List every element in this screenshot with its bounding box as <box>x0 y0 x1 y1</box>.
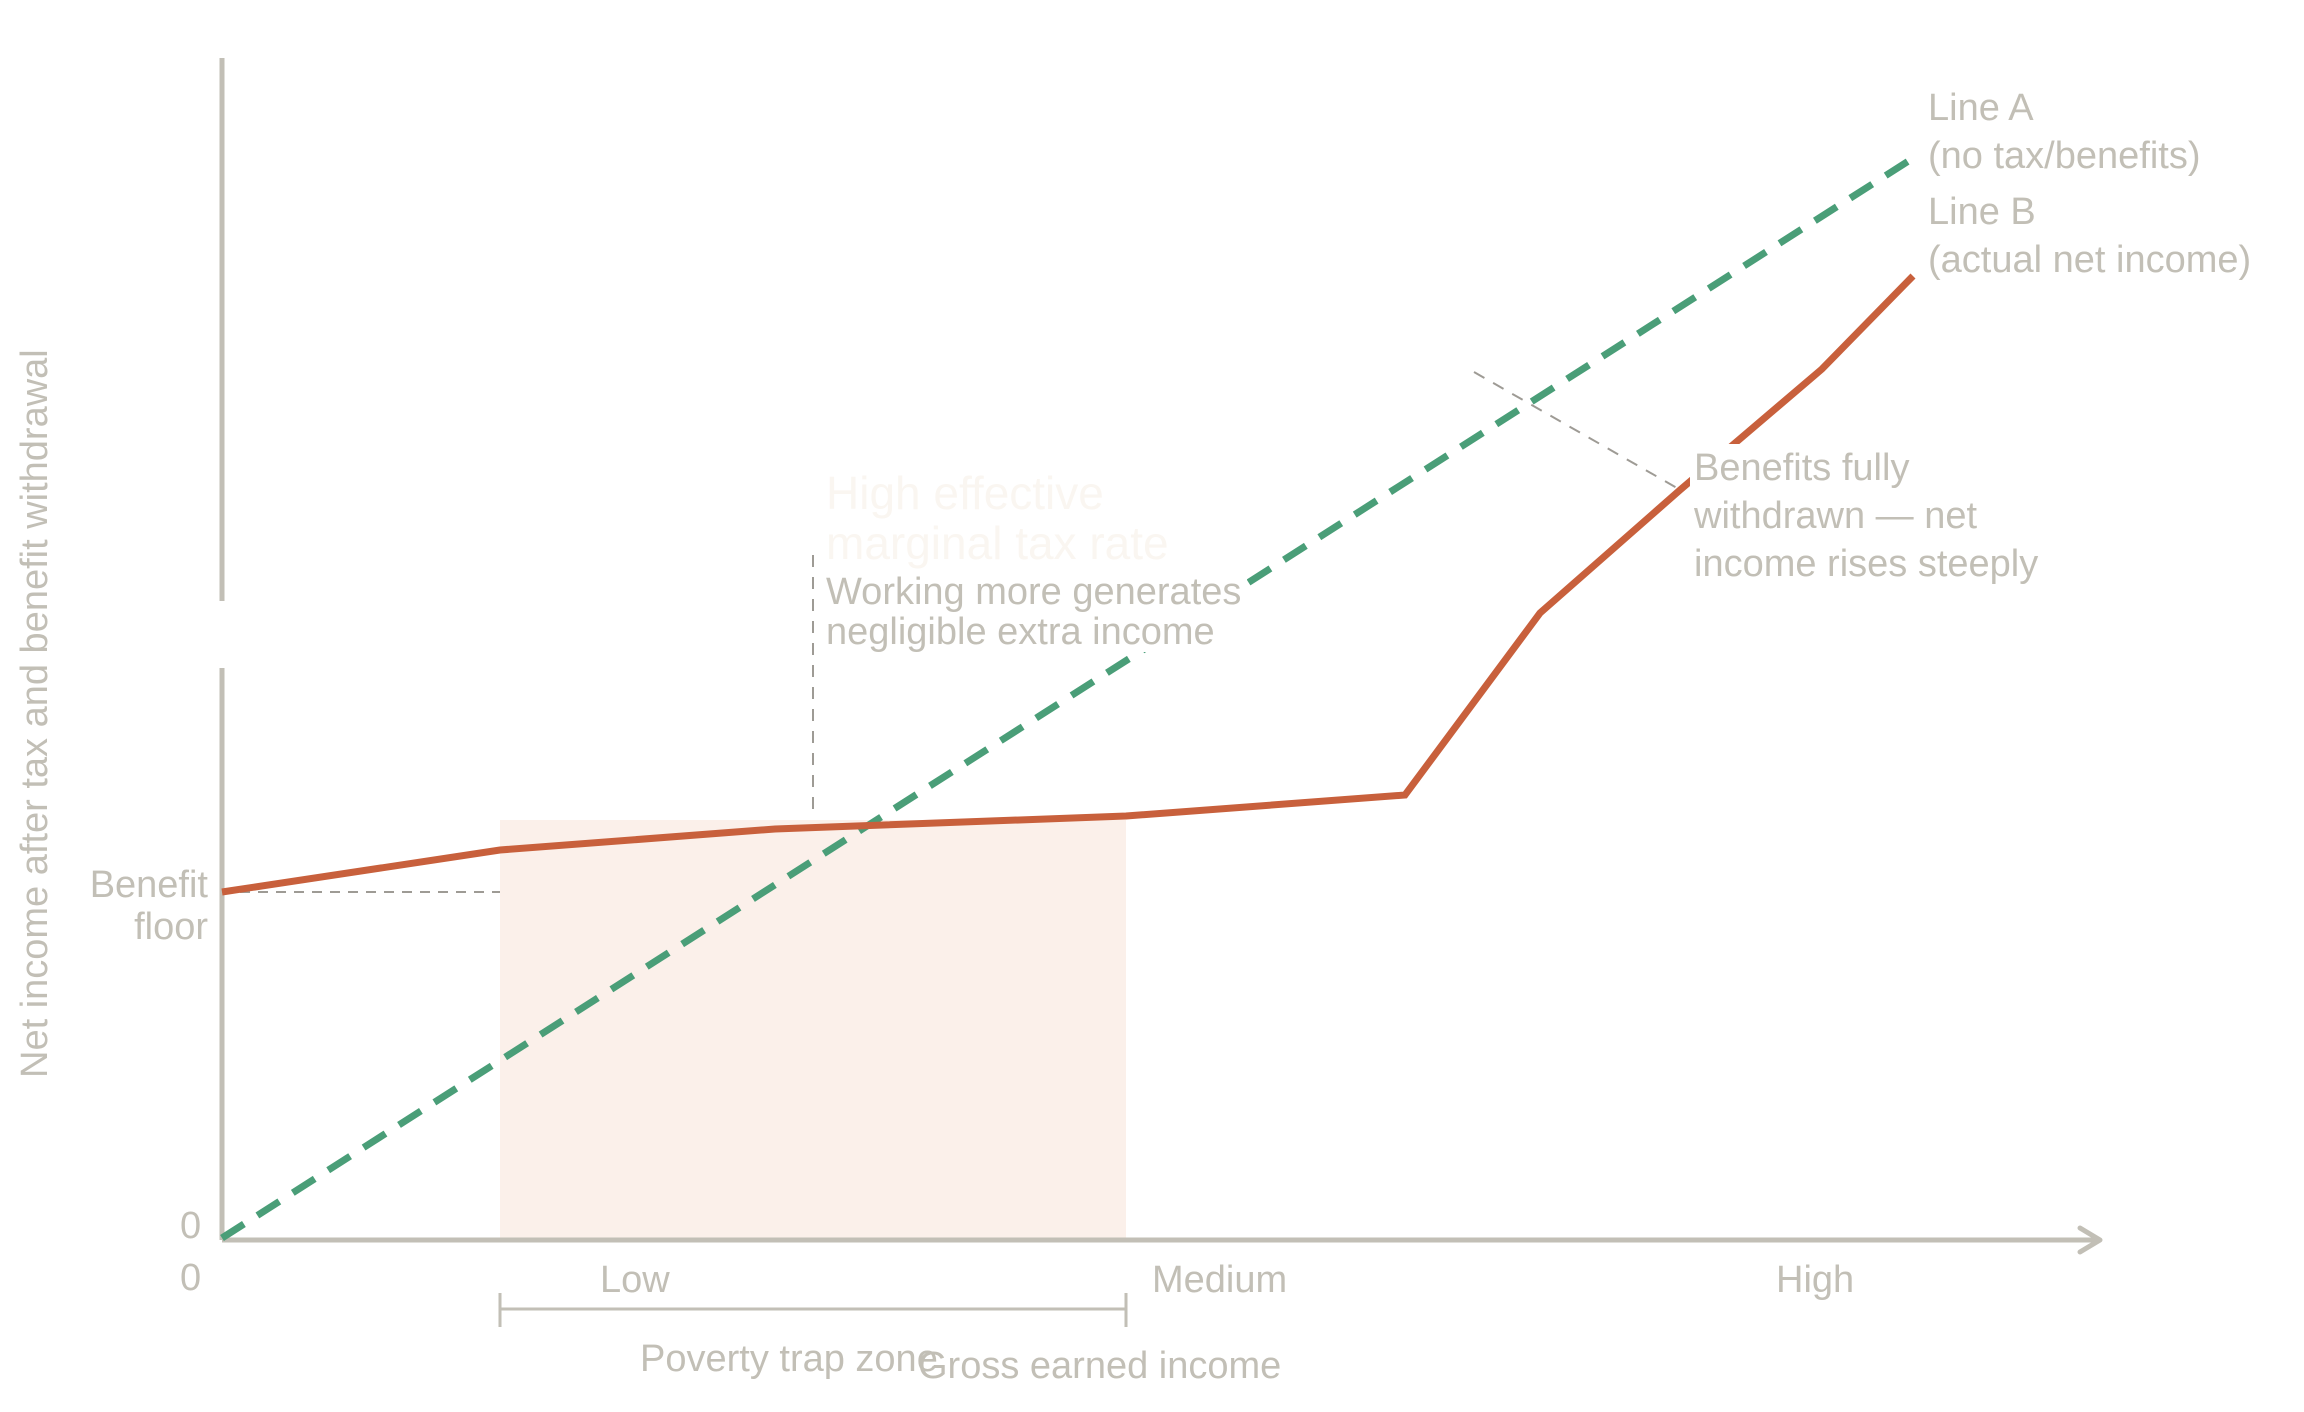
annotation2-line3: income rises steeply <box>1694 543 2039 585</box>
x-axis-arrow-icon <box>2077 1225 2103 1255</box>
annotation-body-2: negligible extra income <box>826 611 1215 653</box>
annotation-benefits-withdrawn: Benefits fully withdrawn — net income ri… <box>1690 444 2043 588</box>
legend-line-a: Line A (no tax/benefits) <box>1928 84 2200 180</box>
x-zero-label: 0 <box>180 1257 202 1299</box>
legend-line-b: Line B (actual net income) <box>1928 188 2251 284</box>
x-tick-low: Low <box>600 1259 670 1301</box>
annotation2-line2: withdrawn — net <box>1694 495 1978 537</box>
line-b-series <box>221 273 1916 896</box>
x-tick-medium: Medium <box>1152 1259 1288 1301</box>
poverty-trap-shade <box>500 820 1126 1240</box>
y-zero-label: 0 <box>180 1205 202 1247</box>
legend-line-b-sub: (actual net income) <box>1928 239 2252 281</box>
annotation-leader-diagonal <box>1473 371 1685 493</box>
y-axis-title: Net income after tax and benefit withdra… <box>14 349 56 1078</box>
benefit-floor-label: Benefit floor <box>89 864 208 948</box>
x-axis-title: Gross earned income <box>918 1345 1282 1387</box>
legend-line-a-title: Line A <box>1928 87 2034 129</box>
annotation2-line1: Benefits fully <box>1694 447 1910 489</box>
benefit-floor-line1: Benefit <box>89 864 208 906</box>
benefit-floor-line2: floor <box>134 906 208 948</box>
annotation-high-emtr: High effective marginal tax rate Working… <box>826 467 1248 653</box>
annotation-body-1: Working more generates <box>826 571 1242 613</box>
poverty-trap-zone-label: Poverty trap zone <box>640 1338 938 1380</box>
legend-line-a-sub: (no tax/benefits) <box>1928 135 2201 177</box>
annotation-title-1: High effective <box>826 467 1104 519</box>
annotation-title-2: marginal tax rate <box>826 517 1169 569</box>
legend-line-b-title: Line B <box>1928 191 2036 233</box>
x-tick-high: High <box>1776 1259 1855 1301</box>
